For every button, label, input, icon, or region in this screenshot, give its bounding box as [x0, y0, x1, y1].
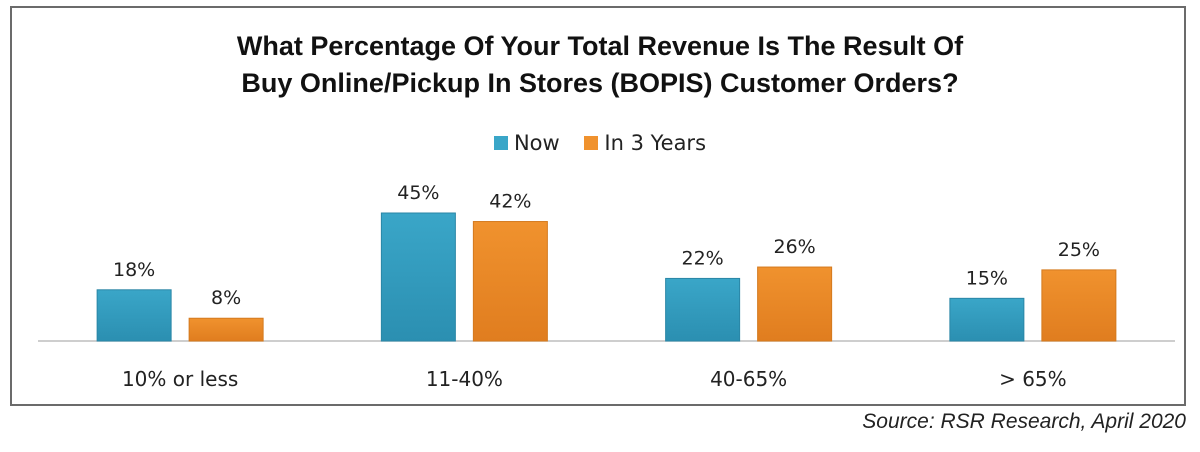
x-tick-label-11-40: 11-40%	[426, 367, 503, 391]
data-label-now-10-or-less: 18%	[113, 259, 155, 281]
bar-now-65	[949, 297, 1025, 342]
chart-legend: Now In 3 Years	[0, 131, 1200, 155]
data-label-now-11-40: 45%	[397, 182, 439, 204]
data-label-in-3-years-10-or-less: 8%	[211, 287, 241, 309]
x-tick-label-65: > 65%	[999, 367, 1067, 391]
bar-in-3-years-65	[1041, 269, 1117, 342]
data-label-in-3-years-40-65: 26%	[774, 236, 816, 258]
legend-swatch-in-3-years	[584, 136, 599, 150]
legend-label-in-3-years: In 3 Years	[604, 131, 707, 155]
data-label-now-40-65: 22%	[682, 247, 724, 269]
chart-title: What Percentage Of Your Total Revenue Is…	[0, 28, 1200, 102]
x-tick-label-40-65: 40-65%	[710, 367, 787, 391]
data-label-in-3-years-11-40: 42%	[489, 191, 531, 213]
legend-item-now: Now	[493, 131, 560, 155]
source-note: Source: RSR Research, April 2020	[862, 410, 1186, 433]
bar-in-3-years-10-or-less	[188, 317, 264, 342]
chart-title-line-2: Buy Online/Pickup In Stores (BOPIS) Cust…	[241, 68, 959, 98]
bar-in-3-years-40-65	[757, 266, 833, 342]
chart-title-line-1: What Percentage Of Your Total Revenue Is…	[236, 31, 964, 61]
bar-in-3-years-11-40	[472, 221, 548, 342]
legend-label-now: Now	[513, 131, 560, 155]
bar-now-11-40	[380, 212, 456, 342]
legend-item-in-3-years: In 3 Years	[584, 131, 706, 155]
x-tick-label-10-or-less: 10% or less	[122, 367, 238, 391]
legend-swatch-now	[493, 136, 508, 150]
data-label-in-3-years-65: 25%	[1058, 239, 1100, 261]
bar-now-40-65	[665, 277, 741, 342]
bar-now-10-or-less	[96, 289, 172, 342]
data-label-now-65: 15%	[966, 267, 1008, 289]
